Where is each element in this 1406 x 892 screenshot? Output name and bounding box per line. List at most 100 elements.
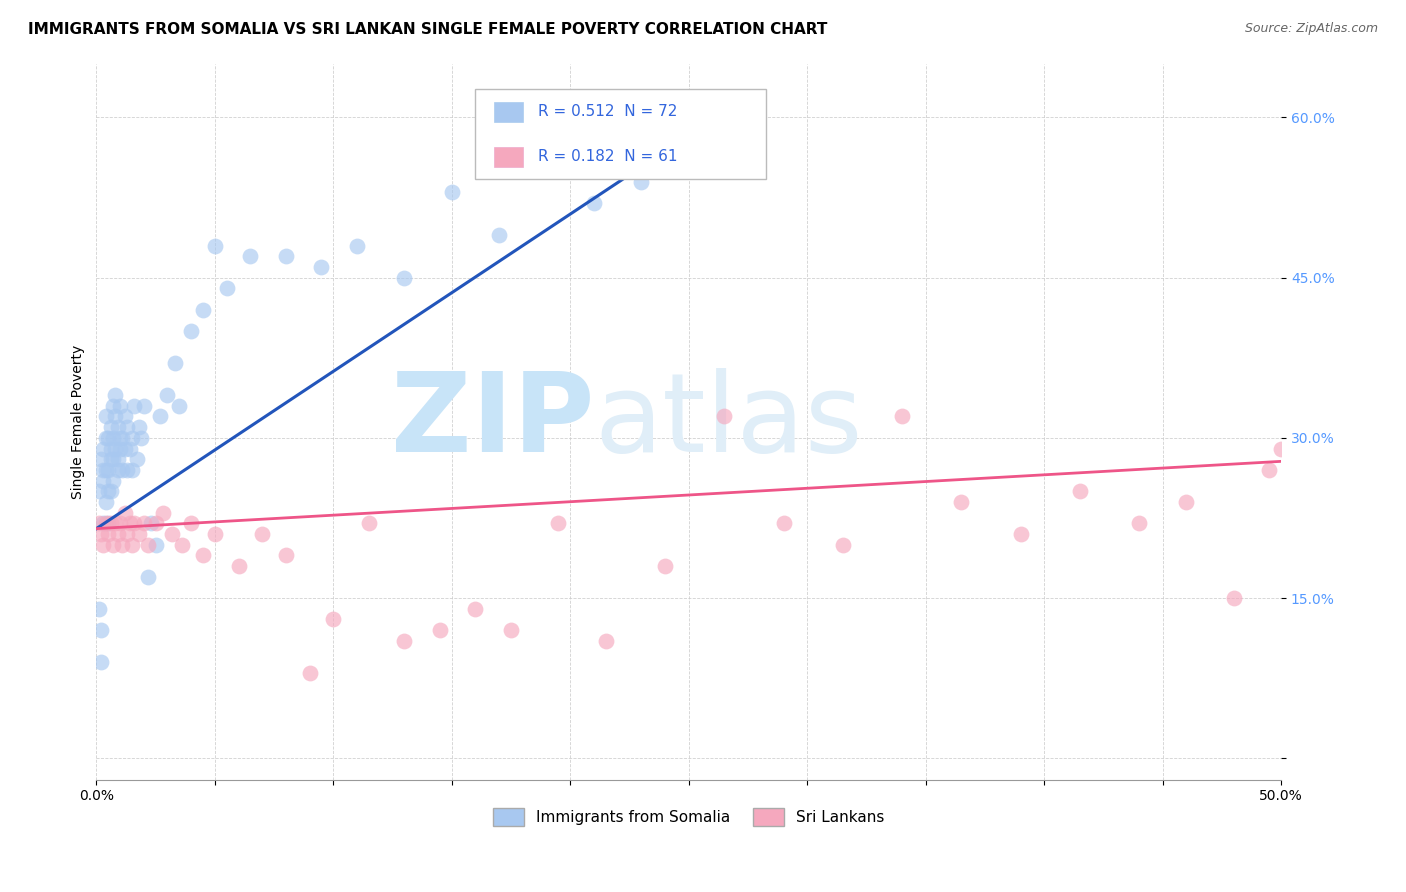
Point bbox=[630, 175, 652, 189]
Point bbox=[101, 538, 124, 552]
Point bbox=[678, 153, 700, 168]
Point bbox=[94, 431, 117, 445]
Point bbox=[90, 655, 112, 669]
Point bbox=[104, 442, 127, 456]
Point bbox=[97, 431, 120, 445]
Y-axis label: Single Female Poverty: Single Female Poverty bbox=[72, 344, 86, 499]
Point bbox=[1010, 527, 1032, 541]
Point bbox=[138, 570, 160, 584]
Point bbox=[145, 538, 167, 552]
Point bbox=[118, 516, 141, 531]
Point bbox=[149, 409, 172, 424]
Point bbox=[111, 431, 134, 445]
Point bbox=[114, 442, 136, 456]
Point bbox=[180, 324, 202, 338]
Point bbox=[1270, 442, 1292, 456]
Point bbox=[122, 399, 145, 413]
Point bbox=[93, 442, 115, 456]
Point bbox=[97, 463, 120, 477]
Point bbox=[831, 538, 853, 552]
Point bbox=[357, 516, 380, 531]
Point bbox=[1258, 463, 1281, 477]
Point bbox=[1388, 623, 1406, 637]
Point bbox=[311, 260, 333, 274]
Point bbox=[107, 527, 129, 541]
Point bbox=[488, 227, 510, 242]
Point bbox=[950, 495, 973, 509]
Point bbox=[132, 399, 155, 413]
Point bbox=[346, 238, 368, 252]
Point bbox=[547, 516, 569, 531]
Point bbox=[274, 249, 297, 263]
Point bbox=[191, 549, 214, 563]
Point bbox=[1175, 495, 1198, 509]
Point bbox=[111, 463, 134, 477]
Point bbox=[108, 516, 131, 531]
Point bbox=[169, 399, 191, 413]
Point bbox=[104, 409, 127, 424]
Point bbox=[595, 633, 617, 648]
Point bbox=[115, 420, 138, 434]
Point bbox=[156, 388, 179, 402]
Point bbox=[87, 601, 110, 615]
Point bbox=[128, 527, 150, 541]
Point bbox=[97, 516, 120, 531]
Legend: Immigrants from Somalia, Sri Lankans: Immigrants from Somalia, Sri Lankans bbox=[494, 808, 884, 826]
Point bbox=[108, 431, 131, 445]
Point bbox=[464, 601, 486, 615]
Point bbox=[252, 527, 274, 541]
Point bbox=[772, 516, 794, 531]
Point bbox=[1223, 591, 1246, 605]
Point bbox=[114, 409, 136, 424]
Point bbox=[1365, 442, 1388, 456]
Point bbox=[152, 506, 174, 520]
Point bbox=[499, 623, 522, 637]
Point bbox=[654, 559, 676, 574]
Point bbox=[108, 442, 131, 456]
Point bbox=[1069, 484, 1091, 499]
Text: R = 0.512  N = 72: R = 0.512 N = 72 bbox=[538, 104, 678, 120]
Point bbox=[121, 463, 143, 477]
Point bbox=[101, 431, 124, 445]
Point bbox=[1294, 431, 1316, 445]
Point bbox=[93, 463, 115, 477]
Point bbox=[100, 452, 122, 467]
Point bbox=[100, 484, 122, 499]
FancyBboxPatch shape bbox=[495, 102, 523, 122]
Text: atlas: atlas bbox=[593, 368, 862, 475]
Point bbox=[536, 143, 558, 157]
Point bbox=[101, 452, 124, 467]
Point bbox=[114, 506, 136, 520]
Point bbox=[274, 549, 297, 563]
Point bbox=[180, 516, 202, 531]
Point bbox=[94, 516, 117, 531]
Point bbox=[94, 463, 117, 477]
Point bbox=[125, 452, 148, 467]
Text: R = 0.182  N = 61: R = 0.182 N = 61 bbox=[538, 150, 678, 164]
Point bbox=[101, 474, 124, 488]
Point bbox=[215, 281, 238, 295]
Point bbox=[429, 623, 451, 637]
Point bbox=[118, 442, 141, 456]
Point bbox=[394, 270, 416, 285]
Point bbox=[145, 516, 167, 531]
Point bbox=[394, 633, 416, 648]
Point bbox=[97, 484, 120, 499]
Point bbox=[163, 356, 186, 370]
Point bbox=[93, 474, 115, 488]
Point bbox=[87, 516, 110, 531]
FancyBboxPatch shape bbox=[495, 147, 523, 167]
Point bbox=[115, 463, 138, 477]
Point bbox=[138, 538, 160, 552]
Point bbox=[100, 420, 122, 434]
Point bbox=[90, 527, 112, 541]
Point bbox=[131, 431, 153, 445]
Point bbox=[100, 442, 122, 456]
Point bbox=[104, 388, 127, 402]
Point bbox=[93, 538, 115, 552]
Point bbox=[87, 484, 110, 499]
Point bbox=[891, 409, 914, 424]
Point bbox=[108, 399, 131, 413]
Point bbox=[111, 538, 134, 552]
Point bbox=[128, 420, 150, 434]
